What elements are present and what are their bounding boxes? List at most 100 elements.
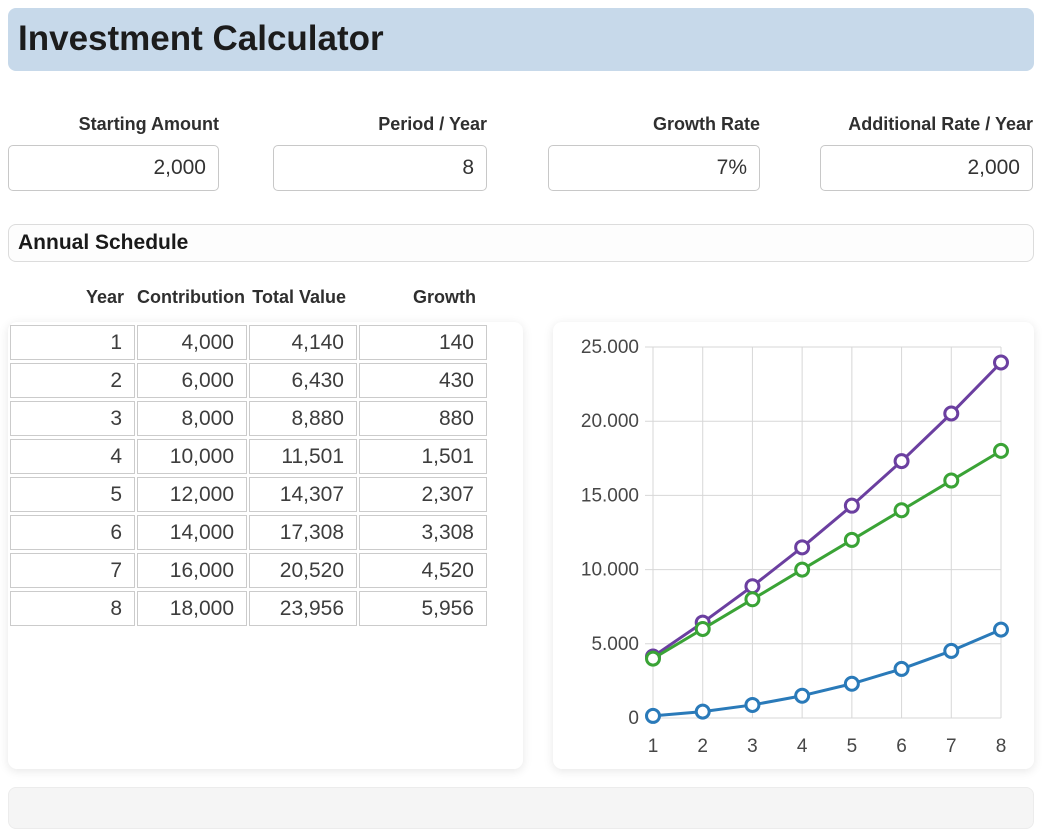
- additional-rate-label: Additional Rate / Year: [848, 114, 1033, 134]
- table-header-row: Year Contribution Total Value Growth: [8, 287, 489, 308]
- data-point-marker: [645, 650, 661, 667]
- series-line: [651, 449, 1003, 661]
- table-cell: 1: [10, 325, 135, 360]
- table-cell: 10,000: [137, 439, 247, 474]
- table-cell: 8,880: [249, 401, 357, 436]
- table-cell: 5: [10, 477, 135, 512]
- table-cell: 430: [359, 363, 487, 398]
- additional-rate-input[interactable]: [820, 145, 1033, 191]
- table-cell: 2,307: [359, 477, 487, 512]
- data-point-marker: [993, 442, 1009, 459]
- table-cell: 18,000: [137, 591, 247, 626]
- x-axis-tick-label: 7: [946, 736, 957, 757]
- data-point-marker: [893, 660, 910, 677]
- x-axis-tick-label: 8: [996, 736, 1007, 757]
- table-row: 6 14,000 17,308 3,308: [10, 515, 487, 550]
- app-header: Investment Calculator: [8, 8, 1034, 71]
- annual-schedule-title: Annual Schedule: [18, 231, 189, 254]
- col-header-year: Year: [85, 287, 124, 307]
- table-cell: 17,308: [249, 515, 357, 550]
- data-point-marker: [794, 539, 811, 556]
- table-cell: 4: [10, 439, 135, 474]
- x-axis-tick-label: 5: [847, 736, 858, 757]
- data-point-marker: [843, 675, 860, 692]
- field-period-year: Period / Year: [273, 112, 487, 191]
- starting-amount-input[interactable]: [8, 145, 219, 191]
- table-cell: 6,430: [249, 363, 357, 398]
- table-row: 4 10,000 11,501 1,501: [10, 439, 487, 474]
- table-row: 5 12,000 14,307 2,307: [10, 477, 487, 512]
- col-header-total-value: Total Value: [252, 287, 346, 307]
- investment-chart: 0 5.000 10.000 15.000 20.000 25.000 1 2 3 4 5 6 7 8: [581, 337, 1009, 757]
- table-cell: 3,308: [359, 515, 487, 550]
- x-axis-tick-label: 4: [797, 736, 808, 757]
- page-title: Investment Calculator: [18, 19, 384, 58]
- data-point-marker: [943, 472, 960, 489]
- schedule-table-card: 1 4,000 4,140 140 2 6,000 6,430 430 3 8,000 8,880 8…: [8, 322, 523, 769]
- annual-schedule-header: Annual Schedule: [8, 224, 1034, 262]
- data-point-marker: [694, 703, 711, 720]
- data-point-marker: [993, 621, 1009, 638]
- table-cell: 8: [10, 591, 135, 626]
- data-point-marker: [694, 620, 711, 637]
- data-point-marker: [943, 405, 960, 422]
- chart-card: 0 5.000 10.000 15.000 20.000 25.000 1 2 3 4 5 6 7 8: [553, 322, 1034, 769]
- data-point-marker: [794, 561, 811, 578]
- table-cell: 7: [10, 553, 135, 588]
- table-cell: 16,000: [137, 553, 247, 588]
- data-point-marker: [893, 502, 910, 519]
- field-additional-rate: Additional Rate / Year: [820, 112, 1033, 191]
- footer-bar: [8, 787, 1034, 829]
- data-point-marker: [794, 687, 811, 704]
- growth-rate-input[interactable]: [548, 145, 760, 191]
- table-cell: 6,000: [137, 363, 247, 398]
- table-cell: 2: [10, 363, 135, 398]
- y-axis-tick-label: 20.000: [581, 411, 639, 432]
- data-point-marker: [843, 497, 860, 514]
- x-axis-tick-label: 2: [697, 736, 708, 757]
- data-point-marker: [943, 642, 960, 659]
- table-cell: 4,000: [137, 325, 247, 360]
- data-point-marker: [744, 578, 761, 595]
- data-point-marker: [744, 591, 761, 608]
- table-cell: 6: [10, 515, 135, 550]
- x-axis-tick-label: 6: [896, 736, 907, 757]
- table-cell: 880: [359, 401, 487, 436]
- x-axis-tick-label: 1: [648, 736, 659, 757]
- table-cell: 8,000: [137, 401, 247, 436]
- y-axis-tick-label: 5.000: [591, 634, 639, 655]
- field-growth-rate: Growth Rate: [548, 112, 760, 191]
- x-axis-tick-label: 3: [747, 736, 758, 757]
- table-cell: 4,520: [359, 553, 487, 588]
- y-axis-tick-label: 0: [628, 708, 639, 729]
- data-point-marker: [744, 696, 761, 713]
- data-point-marker: [993, 354, 1009, 371]
- table-row: 3 8,000 8,880 880: [10, 401, 487, 436]
- table-cell: 20,520: [249, 553, 357, 588]
- data-point-marker: [893, 453, 910, 470]
- col-header-growth: Growth: [413, 287, 476, 307]
- y-axis-tick-label: 25.000: [581, 337, 639, 358]
- table-row: 2 6,000 6,430 430: [10, 363, 487, 398]
- y-axis-tick-label: 10.000: [581, 560, 639, 581]
- period-year-input[interactable]: [273, 145, 487, 191]
- y-axis-tick-label: 15.000: [581, 485, 639, 506]
- series-line: [651, 360, 1003, 659]
- field-starting-amount: Starting Amount: [8, 112, 219, 191]
- table-cell: 11,501: [249, 439, 357, 474]
- growth-rate-label: Growth Rate: [652, 114, 760, 134]
- table-cell: 14,307: [249, 477, 357, 512]
- table-cell: 3: [10, 401, 135, 436]
- schedule-table: 1 4,000 4,140 140 2 6,000 6,430 430 3 8,000 8,880 8…: [8, 322, 489, 629]
- data-point-marker: [843, 531, 860, 548]
- series-line: [651, 628, 1003, 718]
- col-header-contribution: Contribution: [137, 287, 245, 307]
- table-row: 1 4,000 4,140 140: [10, 325, 487, 360]
- table-cell: 5,956: [359, 591, 487, 626]
- table-cell: 140: [359, 325, 487, 360]
- table-row: 8 18,000 23,956 5,956: [10, 591, 487, 626]
- data-point-marker: [645, 707, 661, 724]
- period-year-label: Period / Year: [378, 114, 487, 134]
- table-cell: 1,501: [359, 439, 487, 474]
